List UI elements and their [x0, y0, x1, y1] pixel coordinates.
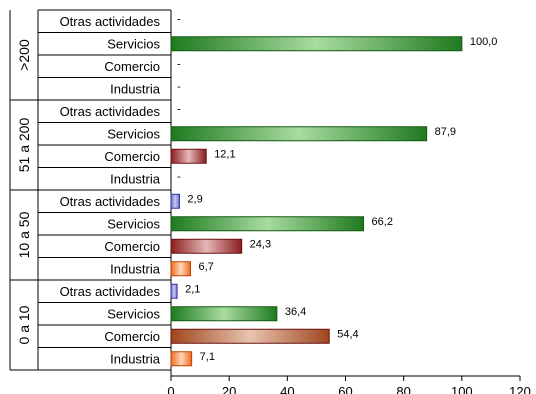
category-label: Otras actividades — [60, 194, 161, 209]
bar — [170, 216, 365, 232]
category-label: Industria — [110, 171, 161, 186]
data-label: 7,1 — [200, 351, 215, 363]
category-label: Otras actividades — [60, 284, 161, 299]
bar — [170, 261, 191, 277]
category-label: Otras actividades — [60, 104, 161, 119]
data-label: 6,7 — [198, 261, 213, 273]
bars-layer — [170, 36, 463, 367]
bar — [170, 36, 463, 52]
group-label: 0 a 10 — [16, 305, 32, 344]
data-label: 87,9 — [435, 126, 456, 138]
x-tick-label: 0 — [167, 384, 174, 394]
bar — [170, 148, 207, 164]
data-label: - — [177, 81, 181, 93]
bar — [170, 351, 193, 367]
category-label: Industria — [110, 81, 161, 96]
category-label: Comercio — [104, 149, 160, 164]
data-label: - — [177, 13, 181, 25]
category-label: Industria — [110, 261, 161, 276]
category-label: Comercio — [104, 329, 160, 344]
x-tick-label: 20 — [222, 384, 236, 394]
x-tick-label: 40 — [280, 384, 294, 394]
group-label: 51 a 200 — [16, 118, 32, 173]
category-label: Comercio — [104, 239, 160, 254]
category-label: Industria — [110, 351, 161, 366]
category-label: Servicios — [107, 216, 160, 231]
bar — [170, 283, 178, 299]
x-tick-label: 80 — [396, 384, 410, 394]
category-label: Comercio — [104, 59, 160, 74]
x-tick-label: 100 — [451, 384, 473, 394]
bar — [170, 126, 428, 142]
data-label: 66,2 — [372, 216, 393, 228]
category-label: Servicios — [107, 126, 160, 141]
x-tick-label: 120 — [509, 384, 531, 394]
bar — [170, 306, 278, 322]
bar — [170, 328, 330, 344]
group-label: >200 — [16, 39, 32, 71]
x-axis: 0 20 40 60 80 100 120 — [167, 375, 531, 394]
data-label: - — [177, 171, 181, 183]
data-label: 36,4 — [285, 306, 306, 318]
bar — [170, 193, 180, 209]
x-tick-label: 60 — [338, 384, 352, 394]
data-label: 24,3 — [250, 238, 271, 250]
data-label: 12,1 — [214, 148, 235, 160]
data-label: 54,4 — [337, 328, 358, 340]
data-label: 2,9 — [187, 193, 202, 205]
category-label: Servicios — [107, 36, 160, 51]
data-label: 2,1 — [185, 283, 200, 295]
category-label: Otras actividades — [60, 14, 161, 29]
labels-layer: >200 Otras actividades - Servicios 100,0 Come… — [16, 13, 497, 366]
data-label: - — [177, 58, 181, 70]
data-label: 100,0 — [470, 36, 498, 48]
group-label: 10 a 50 — [16, 211, 32, 258]
bar — [170, 238, 243, 254]
data-label: - — [177, 103, 181, 115]
axes-frame — [9, 9, 172, 376]
category-label: Servicios — [107, 306, 160, 321]
